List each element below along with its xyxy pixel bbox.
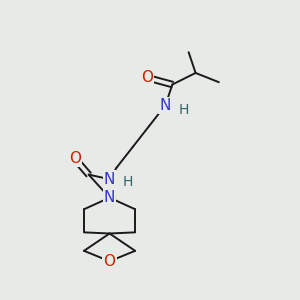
Text: H: H xyxy=(179,103,189,117)
Text: O: O xyxy=(103,254,116,269)
Text: O: O xyxy=(141,70,153,85)
Text: N: N xyxy=(104,190,115,205)
Text: N: N xyxy=(104,172,115,187)
Text: N: N xyxy=(160,98,171,113)
Text: O: O xyxy=(69,151,81,166)
Text: H: H xyxy=(123,175,134,188)
